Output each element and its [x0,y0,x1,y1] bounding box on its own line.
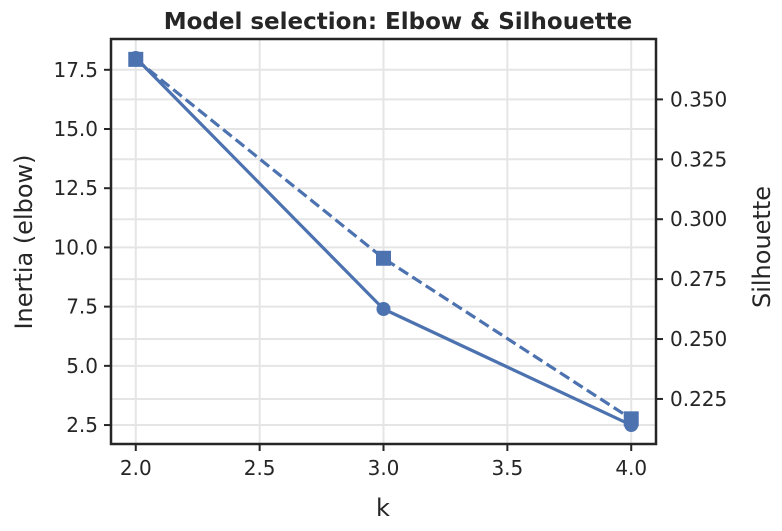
data-point-square [623,411,639,427]
chart-title: Model selection: Elbow & Silhouette [164,9,633,35]
y-axis-left: 2.5 5.0 7.5 10.0 12.5 15.0 17.5 [53,58,111,437]
y-left-tick-label: 17.5 [53,58,98,82]
y-axis-right: 0.225 0.250 0.275 0.300 0.325 0.350 [656,87,727,411]
y-left-tick-label: 5.0 [66,354,98,378]
x-tick-label: 4.0 [615,456,647,480]
grid [111,39,656,444]
y-right-tick-label: 0.300 [670,207,727,231]
y-left-tick-label: 15.0 [53,117,98,141]
x-tick-label: 2.0 [120,456,152,480]
x-axis: 2.0 2.5 3.0 3.5 4.0 [120,444,647,480]
y-right-tick-label: 0.225 [670,387,727,411]
y-right-tick-label: 0.275 [670,267,727,291]
y-left-tick-label: 12.5 [53,176,98,200]
y-axis-right-title: Silhouette [748,186,776,308]
x-axis-title: k [376,494,390,522]
y-right-tick-label: 0.250 [670,327,727,351]
y-right-tick-label: 0.325 [670,147,727,171]
series-line-right [134,58,633,421]
x-tick-label: 3.5 [491,456,523,480]
y-left-tick-label: 10.0 [53,235,98,259]
series-layer [128,50,639,433]
data-point-circle [376,302,391,316]
x-tick-label: 2.5 [244,456,276,480]
y-left-tick-label: 2.5 [66,413,98,437]
y-axis-left-title: Inertia (elbow) [10,154,38,329]
data-point-square [376,250,391,266]
x-tick-label: 3.0 [368,456,400,480]
data-point-square [128,51,144,67]
y-left-tick-label: 7.5 [66,295,98,319]
y-right-tick-label: 0.350 [670,87,727,111]
